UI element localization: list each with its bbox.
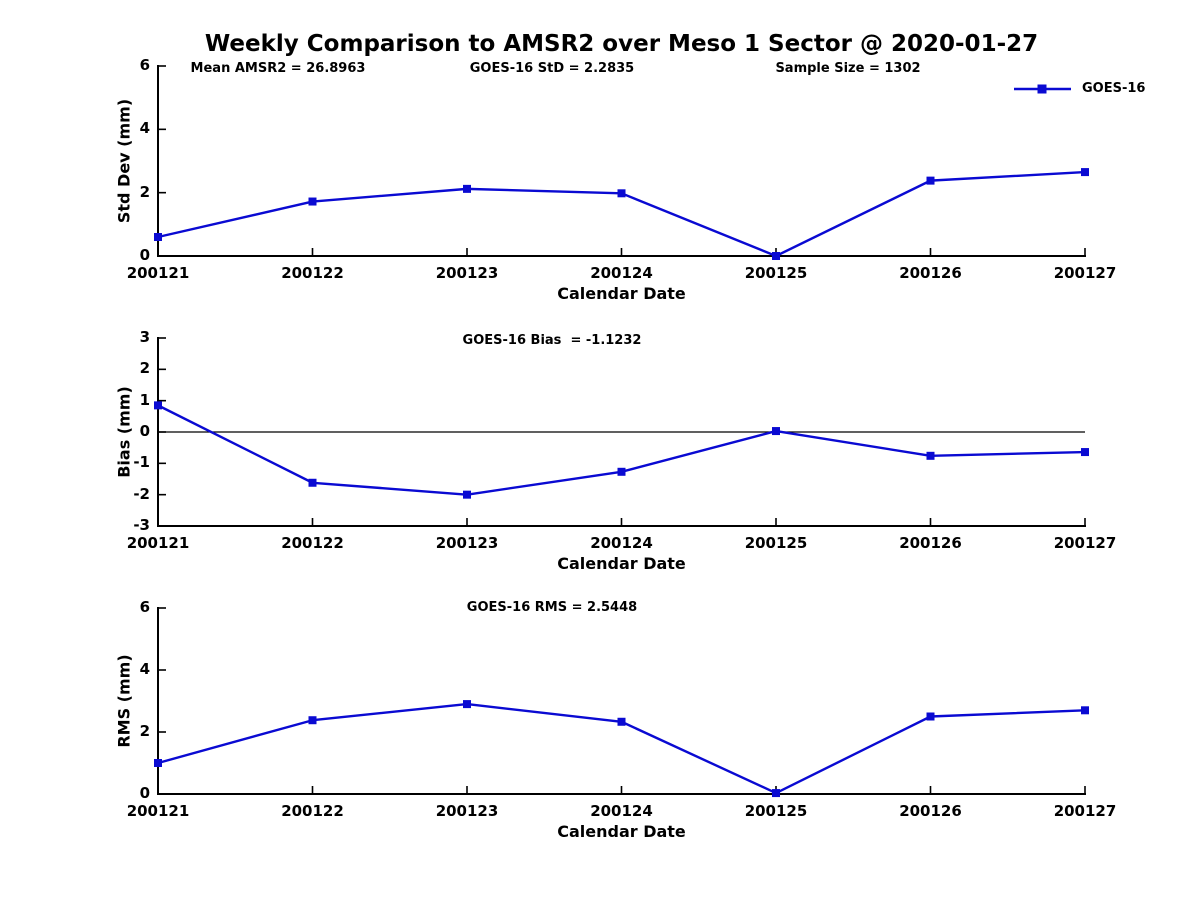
data-point-marker bbox=[308, 478, 317, 487]
annotation-mean-amsr2: Mean AMSR2 = 26.8963 bbox=[190, 61, 366, 76]
x-tick-label: 200124 bbox=[590, 264, 653, 282]
y-tick-label: 4 bbox=[139, 119, 150, 138]
x-tick-label: 200126 bbox=[899, 802, 962, 820]
data-point-marker bbox=[926, 451, 935, 460]
legend-label: GOES-16 bbox=[1082, 81, 1146, 96]
data-point-marker bbox=[617, 717, 626, 726]
y-tick-label: 4 bbox=[139, 660, 150, 678]
x-tick-label: 200122 bbox=[281, 802, 344, 820]
y-tick-label: 2 bbox=[139, 359, 150, 378]
x-tick-label: 200124 bbox=[590, 802, 653, 820]
data-point-marker bbox=[463, 490, 471, 499]
data-point-marker bbox=[463, 184, 471, 193]
bias-line-chart bbox=[154, 337, 1089, 527]
data-point-marker bbox=[772, 427, 780, 436]
annotation-goes16-rms: GOES-16 RMS = 2.5448 bbox=[466, 600, 638, 615]
chart-title: Weekly Comparison to AMSR2 over Meso 1 S… bbox=[204, 31, 1039, 57]
data-point-marker bbox=[617, 467, 626, 476]
data-point-marker bbox=[926, 176, 935, 185]
data-point-marker bbox=[308, 197, 317, 206]
x-tick-label: 200127 bbox=[1053, 534, 1117, 552]
x-axis-label-std-dev: Calendar Date bbox=[557, 284, 686, 303]
x-tick-label: 200125 bbox=[744, 534, 808, 552]
series-line-goes-16 bbox=[157, 170, 1086, 258]
rms-line-chart bbox=[154, 607, 1089, 798]
x-tick-label: 200125 bbox=[744, 802, 808, 820]
data-point-marker bbox=[772, 789, 780, 798]
subplot-bias: 200121 200122 200123 200124 200125 200126 2001… bbox=[127, 328, 1117, 552]
y-tick-label: 6 bbox=[139, 598, 150, 616]
x-tick-label: 200124 bbox=[590, 534, 653, 552]
x-tick-label: 200123 bbox=[435, 264, 499, 282]
x-tick-label: 200126 bbox=[899, 264, 962, 282]
y-tick-label: 1 bbox=[139, 390, 150, 409]
data-point-marker bbox=[1081, 448, 1089, 457]
y-axis-label-bias: Bias (mm) bbox=[114, 386, 134, 478]
data-point-marker bbox=[926, 712, 935, 721]
y-tick-label: -1 bbox=[133, 453, 150, 472]
data-point-marker bbox=[308, 716, 317, 725]
x-tick-label: 200121 bbox=[126, 802, 190, 820]
y-tick-label: 0 bbox=[139, 422, 150, 440]
y-tick-label: 6 bbox=[139, 56, 150, 74]
series-line-goes-16 bbox=[157, 404, 1086, 496]
annotation-sample-size: Sample Size = 1302 bbox=[775, 61, 921, 76]
y-tick-label: 0 bbox=[139, 784, 150, 802]
subplot-std-dev: 200121 200122 200123 200124 200125 200126 2001… bbox=[127, 56, 1117, 282]
x-tick-label: 200127 bbox=[1053, 802, 1117, 820]
x-tick-label: 200127 bbox=[1053, 264, 1117, 282]
std-dev-line-chart bbox=[154, 65, 1089, 260]
y-tick-label: 2 bbox=[139, 722, 150, 740]
data-point-marker bbox=[1081, 168, 1089, 177]
data-point-marker bbox=[463, 700, 471, 709]
data-point-marker bbox=[154, 759, 162, 767]
data-point-marker bbox=[617, 189, 626, 198]
series-line-goes-16 bbox=[157, 702, 1086, 795]
annotation-goes16-bias: GOES-16 Bias = -1.1232 bbox=[462, 333, 642, 348]
y-axis-label-rms: RMS (mm) bbox=[114, 654, 134, 748]
x-axis-label-bias: Calendar Date bbox=[557, 554, 686, 573]
x-tick-label: 200121 bbox=[126, 534, 190, 552]
x-tick-label: 200121 bbox=[126, 264, 190, 282]
data-point-marker bbox=[154, 401, 162, 410]
subplot-rms: 200121 200122 200123 200124 200125 200126 2001… bbox=[127, 598, 1117, 820]
y-tick-label: 0 bbox=[139, 246, 150, 264]
y-tick-label: 2 bbox=[139, 182, 150, 201]
y-axis-label-std-dev: Std Dev (mm) bbox=[114, 98, 134, 224]
x-tick-label: 200126 bbox=[899, 534, 962, 552]
x-tick-label: 200123 bbox=[435, 534, 499, 552]
y-tick-label: -2 bbox=[133, 484, 150, 503]
data-point-marker bbox=[772, 252, 780, 260]
annotation-goes16-std: GOES-16 StD = 2.2835 bbox=[469, 61, 635, 76]
x-tick-label: 200122 bbox=[281, 534, 344, 552]
y-tick-label: -3 bbox=[133, 516, 150, 534]
legend-line-marker-icon bbox=[1014, 84, 1071, 93]
data-point-marker bbox=[154, 233, 162, 241]
x-axis-label-rms: Calendar Date bbox=[557, 822, 686, 841]
legend: GOES-16 bbox=[1013, 81, 1145, 96]
x-tick-label: 200125 bbox=[744, 264, 808, 282]
x-tick-label: 200123 bbox=[435, 802, 499, 820]
x-tick-label: 200122 bbox=[281, 264, 344, 282]
data-point-marker bbox=[1081, 706, 1089, 715]
y-tick-label: 3 bbox=[139, 328, 150, 346]
